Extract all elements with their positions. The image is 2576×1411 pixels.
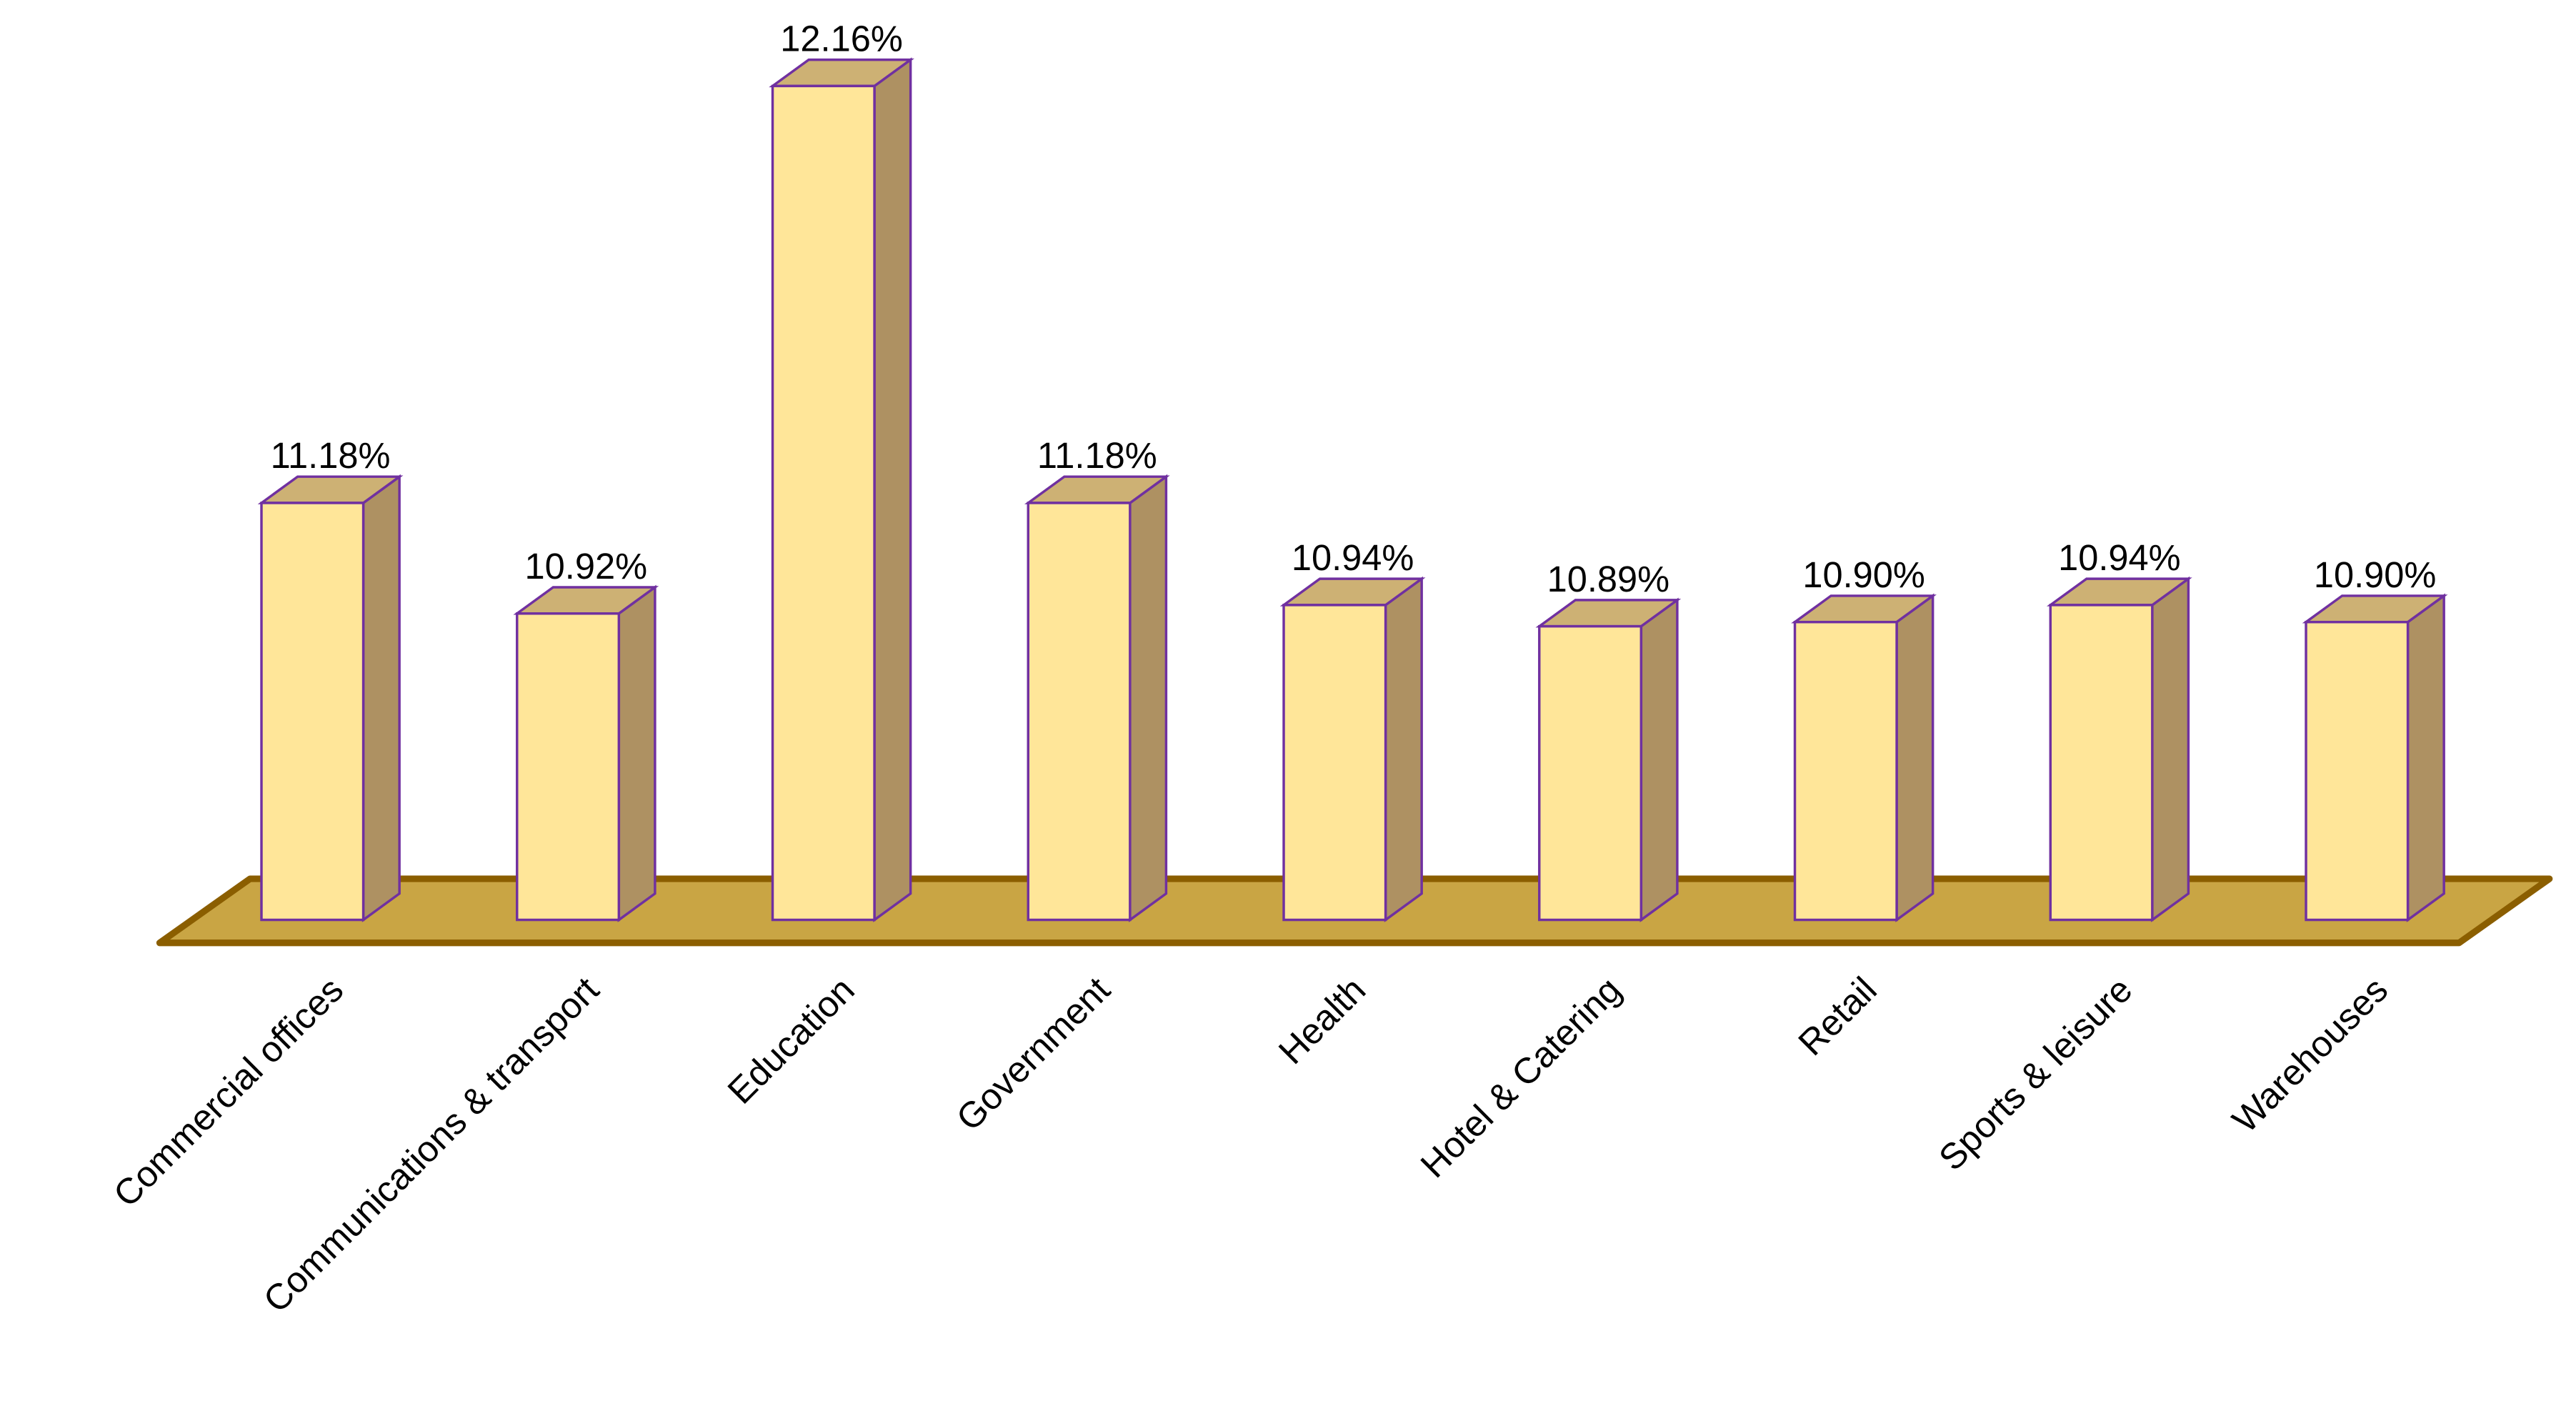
bar-side: [873, 57, 912, 922]
data-label: 10.89%: [1547, 559, 1670, 599]
bar: [1282, 604, 1387, 922]
bar-side: [1129, 474, 1168, 922]
x-tick-label: Sports & leisure: [1931, 969, 2140, 1178]
bar: [516, 612, 621, 922]
data-label: 10.90%: [2314, 554, 2437, 595]
bar: [2049, 604, 2154, 922]
bar: [260, 502, 365, 922]
data-label: 12.16%: [780, 19, 903, 59]
x-tick-label: Health: [1271, 969, 1374, 1072]
bar: [2305, 620, 2410, 922]
data-label: 10.94%: [2058, 537, 2181, 578]
bar: [771, 84, 876, 922]
bar-side: [1384, 576, 1423, 922]
data-label: 10.90%: [1802, 554, 1925, 595]
bar: [1793, 620, 1898, 922]
x-tick-label: Commercial offices: [106, 969, 351, 1215]
x-tick-label: Warehouses: [2225, 969, 2396, 1140]
data-label: 10.94%: [1292, 537, 1414, 578]
x-tick-label: Retail: [1790, 969, 1884, 1063]
bar: [1027, 502, 1132, 922]
x-tick-label: Education: [719, 969, 862, 1111]
bar-side: [361, 474, 401, 922]
data-label: 10.92%: [525, 546, 648, 587]
bar-side: [617, 584, 657, 922]
bar-side: [2406, 593, 2445, 922]
bar: [1538, 624, 1643, 922]
bar-side: [2151, 576, 2190, 922]
data-label: 11.18%: [1037, 435, 1157, 476]
x-tick-label: Government: [948, 969, 1117, 1138]
bar-side: [1895, 593, 1935, 922]
x-tick-label: Hotel & Catering: [1412, 969, 1629, 1185]
data-label: 11.18%: [271, 435, 391, 476]
bar-side: [1639, 597, 1679, 922]
